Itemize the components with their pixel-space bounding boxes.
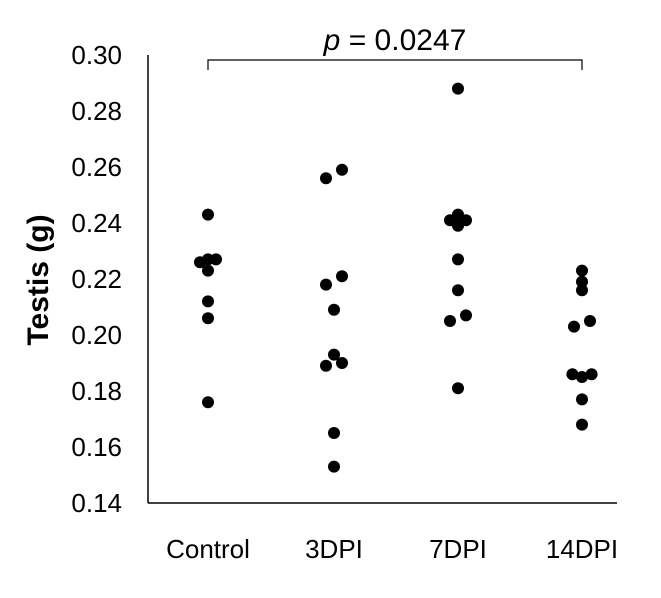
x-category-label: Control xyxy=(166,534,250,564)
data-point xyxy=(452,284,464,297)
bracket-line xyxy=(207,59,583,70)
p-value-annotation: p = 0.0247 xyxy=(323,24,467,57)
data-point xyxy=(202,295,214,308)
y-tick-label: 0.14 xyxy=(71,488,122,518)
p-symbol: p xyxy=(323,24,341,57)
data-point xyxy=(336,270,348,283)
data-point xyxy=(576,275,588,288)
data-point xyxy=(320,359,332,372)
x-category-label: 7DPI xyxy=(429,534,487,564)
data-point xyxy=(202,208,214,221)
data-point xyxy=(452,253,464,266)
data-point xyxy=(576,284,588,297)
y-tick-label: 0.28 xyxy=(71,96,122,126)
data-point xyxy=(202,264,214,277)
y-tick-label: 0.20 xyxy=(71,320,122,350)
data-point xyxy=(210,253,222,266)
data-point xyxy=(452,82,464,95)
y-tick-label: 0.16 xyxy=(71,432,122,462)
data-point xyxy=(328,348,340,361)
data-point xyxy=(452,382,464,395)
x-category-label: 3DPI xyxy=(305,534,363,564)
y-tick-label: 0.30 xyxy=(71,40,122,70)
data-point xyxy=(328,427,340,439)
data-point xyxy=(320,172,332,185)
y-tick-label: 0.18 xyxy=(71,376,122,406)
data-point xyxy=(336,163,348,176)
data-point xyxy=(328,303,340,316)
data-point xyxy=(320,278,332,291)
data-point xyxy=(568,320,580,333)
y-tick-label: 0.24 xyxy=(71,208,122,238)
data-point xyxy=(444,315,456,327)
data-point xyxy=(202,396,214,409)
data-point xyxy=(576,371,588,383)
x-category-label: 14DPI xyxy=(546,534,618,564)
data-point xyxy=(576,393,588,406)
y-tick-label: 0.26 xyxy=(71,152,122,182)
data-point xyxy=(576,264,588,277)
significance-bracket: p = 0.0247 xyxy=(207,24,583,70)
data-point xyxy=(576,418,588,431)
x-category-labels: Control 3DPI 7DPI 14DPI xyxy=(166,534,618,564)
p-value-text: = 0.0247 xyxy=(340,24,466,57)
y-axis-title: Testis (g) xyxy=(22,214,55,345)
y-tick-label: 0.22 xyxy=(71,264,122,294)
data-point xyxy=(585,368,598,381)
data-points xyxy=(194,82,598,473)
data-point xyxy=(460,309,472,322)
data-point xyxy=(328,460,340,473)
y-tick-labels: 0.14 0.16 0.18 0.20 0.22 0.24 0.26 0.28 0.30 xyxy=(71,40,122,518)
data-point xyxy=(202,312,214,325)
data-point xyxy=(452,219,464,232)
data-point xyxy=(566,368,579,381)
data-point xyxy=(584,315,596,327)
data-point xyxy=(336,357,348,369)
